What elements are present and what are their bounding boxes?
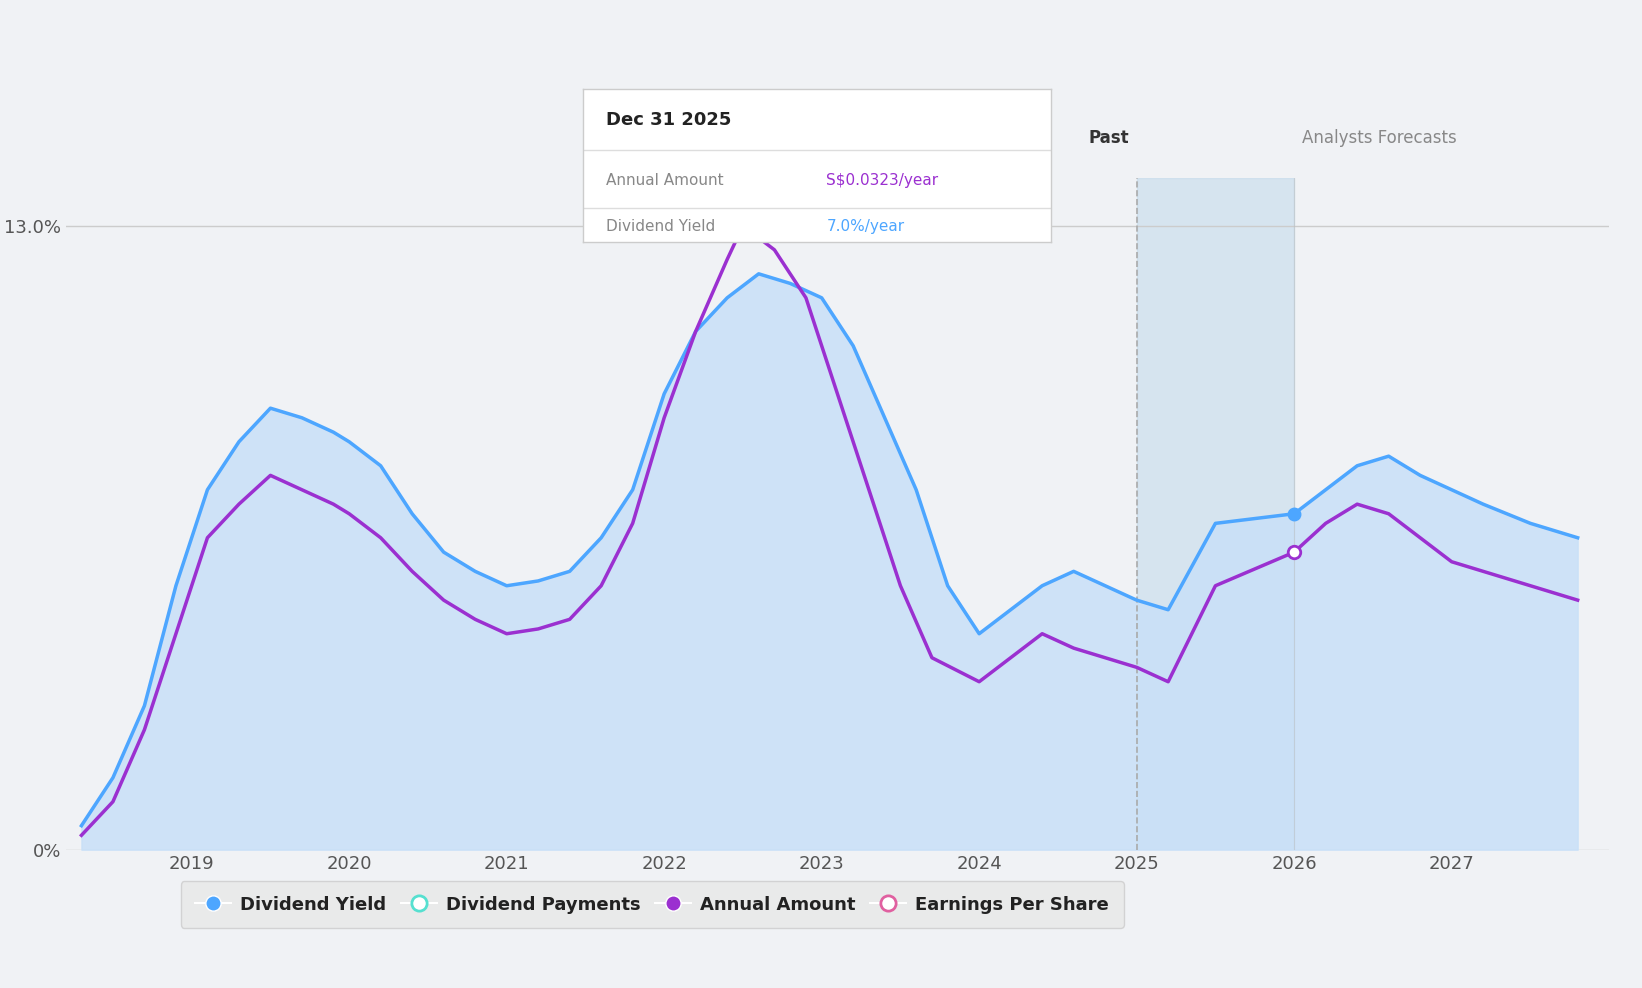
Text: 7.0%/year: 7.0%/year xyxy=(826,219,905,234)
Text: Annual Amount: Annual Amount xyxy=(606,173,724,189)
Legend: Dividend Yield, Dividend Payments, Annual Amount, Earnings Per Share: Dividend Yield, Dividend Payments, Annua… xyxy=(181,881,1123,928)
Text: Analysts Forecasts: Analysts Forecasts xyxy=(1302,128,1456,146)
Text: Past: Past xyxy=(1089,128,1128,146)
Bar xyxy=(1136,178,1294,850)
Text: Dividend Yield: Dividend Yield xyxy=(606,219,716,234)
Text: S$0.0323/year: S$0.0323/year xyxy=(826,173,938,189)
Text: Dec 31 2025: Dec 31 2025 xyxy=(606,111,732,128)
